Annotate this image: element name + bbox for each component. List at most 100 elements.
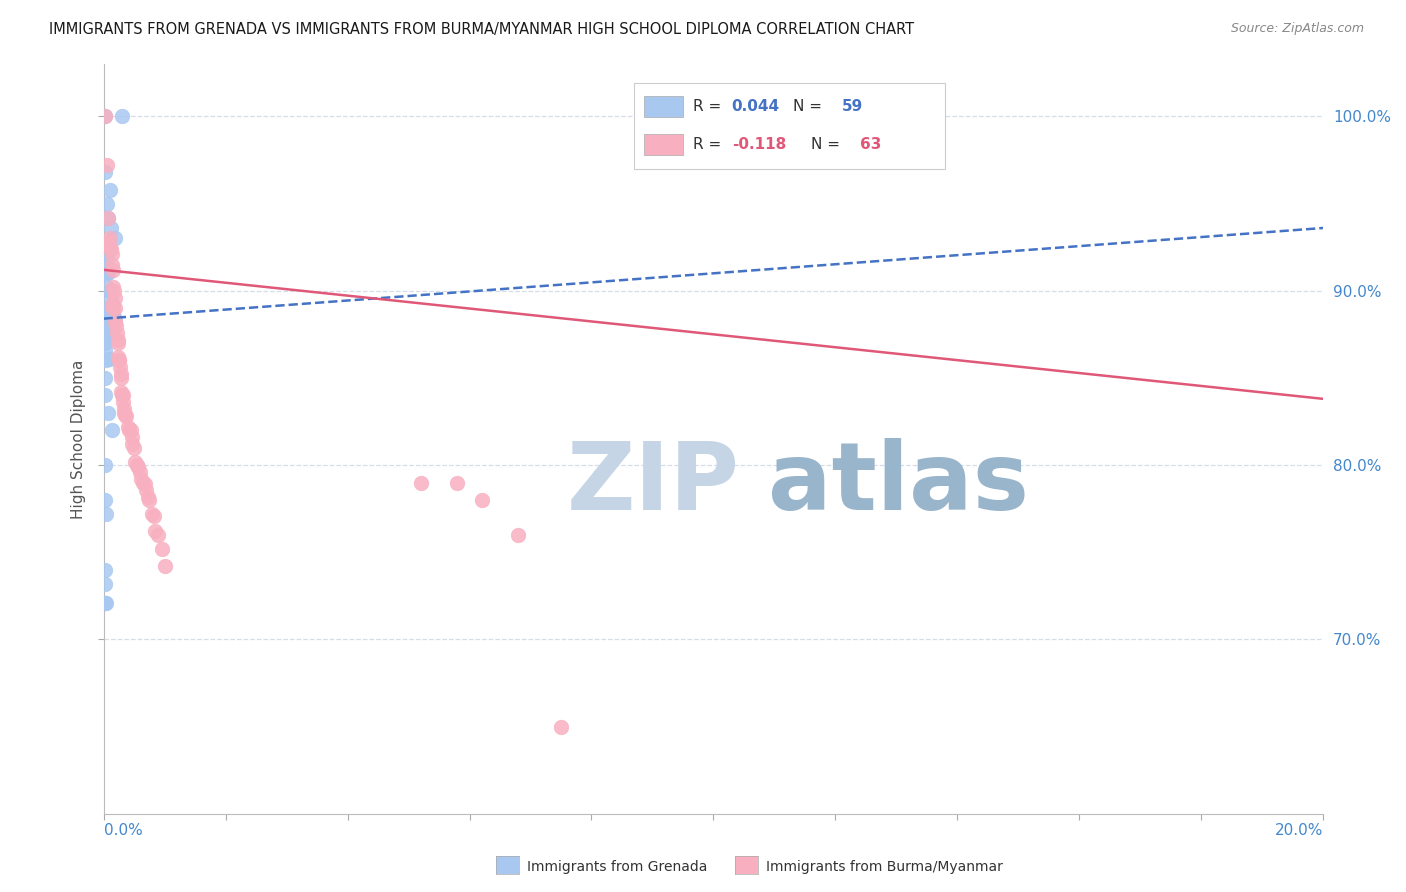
Text: IMMIGRANTS FROM GRENADA VS IMMIGRANTS FROM BURMA/MYANMAR HIGH SCHOOL DIPLOMA COR: IMMIGRANTS FROM GRENADA VS IMMIGRANTS FR… (49, 22, 914, 37)
Point (103, 231, 125, 245)
Y-axis label: High School Diploma: High School Diploma (72, 359, 86, 518)
Point (111, 388, 134, 402)
Text: R =: R = (693, 136, 725, 152)
Point (117, 423, 139, 437)
Point (97, 211, 120, 225)
Text: 20.0%: 20.0% (1275, 822, 1323, 838)
Point (110, 371, 132, 385)
Point (96, 311, 118, 326)
Point (110, 368, 132, 382)
Point (98, 231, 121, 245)
Point (94, 318, 117, 333)
Point (141, 507, 163, 521)
Point (112, 402, 135, 417)
Text: Immigrants from Grenada: Immigrants from Grenada (527, 860, 707, 874)
Point (132, 475, 155, 490)
Point (94, 302, 117, 317)
Text: 0.0%: 0.0% (104, 822, 142, 838)
Point (150, 541, 173, 556)
Text: N =: N = (793, 99, 827, 114)
Point (121, 430, 143, 444)
Point (142, 508, 165, 523)
Point (138, 493, 160, 508)
Point (94, 320, 117, 334)
Point (101, 262, 124, 277)
Point (96, 196, 118, 211)
Point (97, 235, 120, 249)
Point (103, 280, 125, 294)
Text: 59: 59 (842, 99, 863, 114)
FancyBboxPatch shape (644, 96, 683, 117)
Point (96, 249, 118, 263)
Point (124, 455, 146, 469)
Point (114, 409, 136, 424)
Point (94, 371, 117, 385)
Point (101, 298, 124, 312)
Point (409, 475, 432, 490)
Text: Immigrants from Burma/Myanmar: Immigrants from Burma/Myanmar (766, 860, 1002, 874)
Text: Source: ZipAtlas.com: Source: ZipAtlas.com (1230, 22, 1364, 36)
Point (112, 395, 135, 409)
Point (114, 408, 136, 422)
Point (100, 221, 122, 235)
FancyBboxPatch shape (644, 134, 683, 155)
Point (103, 301, 125, 315)
Point (94, 315, 117, 329)
Point (153, 559, 176, 574)
Point (148, 528, 170, 542)
Point (107, 333, 129, 347)
Point (508, 528, 530, 542)
Point (117, 419, 139, 434)
Point (111, 388, 134, 402)
Point (94, 334, 117, 349)
Point (98, 308, 121, 322)
Point (101, 301, 124, 315)
Point (136, 490, 159, 504)
Point (103, 311, 125, 326)
Point (94, 353, 117, 368)
Point (94, 242, 117, 256)
Point (94, 388, 117, 402)
Point (97, 211, 120, 225)
Point (101, 258, 124, 272)
Point (108, 353, 131, 368)
Point (120, 423, 142, 437)
Point (96, 262, 118, 277)
Text: N =: N = (811, 136, 845, 152)
Point (134, 477, 156, 491)
Point (101, 298, 124, 312)
Point (96, 280, 118, 294)
Point (103, 291, 125, 305)
Point (94, 165, 117, 179)
Point (94, 333, 117, 347)
Point (103, 308, 125, 322)
Point (104, 315, 127, 329)
Point (94, 320, 117, 334)
Point (111, 109, 134, 123)
Point (105, 326, 128, 340)
Point (94, 343, 117, 357)
Point (94, 109, 117, 123)
Point (100, 310, 122, 324)
Point (94, 493, 117, 508)
Point (100, 247, 122, 261)
Point (131, 472, 153, 486)
Point (94, 266, 117, 280)
Point (94, 320, 117, 334)
Text: atlas: atlas (768, 438, 1029, 530)
FancyBboxPatch shape (634, 83, 945, 169)
Point (94, 507, 117, 521)
Point (110, 384, 132, 399)
Point (94, 458, 117, 472)
Point (98, 302, 121, 317)
Point (101, 318, 124, 333)
Point (103, 284, 125, 298)
Point (550, 720, 572, 734)
Point (94, 576, 117, 591)
Point (94, 311, 117, 326)
Point (446, 475, 468, 490)
Point (98, 351, 121, 366)
Text: 63: 63 (860, 136, 882, 152)
Text: -0.118: -0.118 (731, 136, 786, 152)
Point (121, 437, 143, 451)
